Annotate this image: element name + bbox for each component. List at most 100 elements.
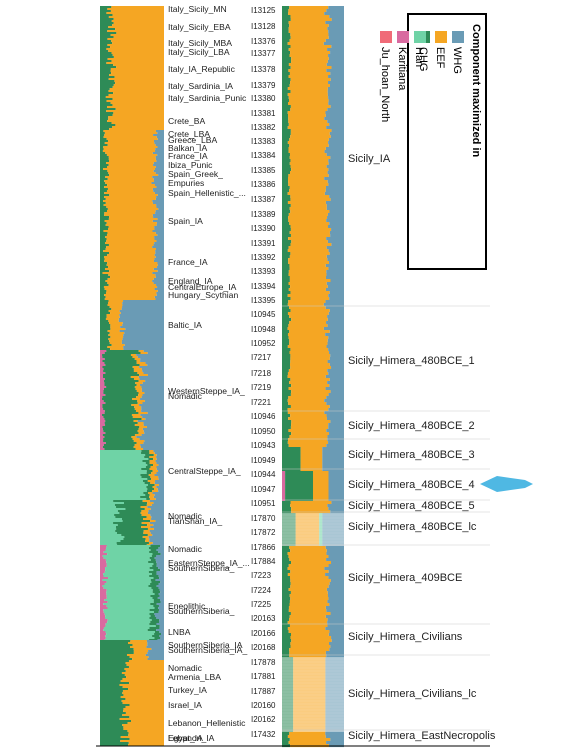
sample-bar-segment — [288, 261, 330, 265]
left-bar-segment — [138, 394, 143, 397]
left-bar-segment — [100, 350, 107, 353]
sample-bar-segment — [322, 516, 344, 520]
sample-bar-segment — [313, 474, 329, 478]
left-bar-segment — [142, 370, 164, 373]
sample-bar-segment — [287, 399, 325, 403]
sample-bar-segment — [293, 699, 326, 703]
left-bar-segment — [156, 486, 164, 489]
sample-bar-segment — [288, 75, 329, 79]
sample-bar-segment — [329, 231, 344, 235]
sample-bar-segment — [329, 222, 344, 226]
sample-bar-segment — [329, 405, 344, 409]
sample-bar-segment — [288, 150, 325, 154]
sample-bar-segment — [325, 606, 344, 610]
left-bar-segment — [100, 631, 106, 634]
sample-bar-segment — [282, 204, 291, 208]
left-bar-segment — [100, 728, 124, 731]
left-population-label: SouthernSiberia_IA_ — [168, 645, 248, 655]
sample-bar-segment — [288, 387, 326, 391]
sample-bar-segment — [282, 324, 289, 328]
sample-bar-segment — [282, 138, 290, 142]
left-bar-segment — [141, 386, 164, 389]
left-bar-segment — [141, 526, 151, 529]
sample-bar-segment — [288, 213, 328, 217]
left-bar-segment — [100, 136, 104, 139]
sample-bar-segment — [282, 84, 290, 88]
sample-bar-segment — [290, 51, 331, 55]
sample-bar-segment — [319, 528, 323, 532]
left-bar-segment — [153, 496, 164, 499]
left-bar-segment — [100, 627, 104, 630]
sample-bar-segment — [295, 537, 320, 541]
left-bar-segment — [150, 466, 157, 469]
sample-bar-segment — [282, 471, 286, 475]
sample-bar-segment — [290, 105, 331, 109]
sample-bar-segment — [282, 657, 294, 661]
left-bar-segment — [134, 358, 141, 361]
left-bar-segment — [152, 220, 164, 223]
left-bar-segment — [136, 360, 141, 363]
left-bar-segment — [152, 202, 164, 205]
left-bar-segment — [153, 569, 161, 572]
sample-bar-segment — [331, 636, 344, 640]
left-bar-segment — [155, 460, 164, 463]
left-bar-segment — [100, 674, 125, 677]
left-bar-segment — [103, 430, 138, 433]
left-bar-segment — [100, 654, 127, 657]
sample-bar-segment — [282, 381, 290, 385]
sample-bar-segment — [287, 345, 327, 349]
left-bar-segment — [150, 583, 159, 586]
sample-bar-segment — [282, 6, 290, 10]
sample-bar-segment — [282, 420, 292, 424]
sample-bar-segment — [282, 648, 290, 652]
sample-bar-segment — [282, 525, 296, 529]
left-bar-segment — [100, 226, 109, 229]
left-bar-segment — [100, 642, 128, 645]
sample-bar-segment — [282, 633, 291, 637]
sample-id-label: I17870 — [251, 514, 276, 523]
sample-bar-segment — [319, 537, 323, 541]
left-bar-segment — [152, 246, 164, 249]
left-bar-segment — [100, 716, 130, 719]
left-bar-segment — [133, 370, 143, 373]
left-bar-segment — [100, 452, 142, 455]
sample-bar-segment — [327, 315, 344, 319]
left-bar-segment — [104, 298, 156, 301]
sample-bar-segment — [328, 585, 344, 589]
group-label: Sicily_IA — [348, 153, 391, 165]
sample-bar-segment — [322, 453, 344, 457]
sample-bar-segment — [290, 501, 332, 505]
sample-bar-segment — [293, 675, 326, 679]
sample-bar-segment — [319, 534, 323, 538]
sample-bar-segment — [327, 213, 344, 217]
sample-bar-segment — [328, 507, 344, 511]
left-bar-segment — [153, 577, 160, 580]
left-bar-segment — [145, 454, 154, 457]
left-bar-segment — [100, 220, 105, 223]
left-bar-segment — [100, 194, 110, 197]
sample-bar-segment — [282, 48, 289, 52]
sample-bar-segment — [282, 309, 291, 313]
sample-bar-segment — [289, 321, 327, 325]
left-bar-segment — [106, 605, 154, 608]
left-bar-segment — [105, 318, 119, 321]
left-bar-segment — [100, 204, 104, 207]
sample-bar-segment — [327, 180, 344, 184]
left-bar-segment — [102, 398, 133, 401]
left-bar-segment — [100, 496, 141, 499]
sample-bar-segment — [282, 489, 286, 493]
sample-bar-segment — [289, 603, 330, 607]
left-bar-segment — [139, 364, 148, 367]
left-bar-segment — [149, 538, 164, 541]
sample-bar-segment — [289, 648, 330, 652]
left-bar-segment — [100, 478, 148, 481]
sample-bar-segment — [282, 630, 289, 634]
left-bar-segment — [116, 542, 149, 545]
sample-bar-segment — [282, 681, 294, 685]
sample-bar-segment — [288, 417, 327, 421]
group-label: Sicily_Himera_480BCE_1 — [348, 355, 475, 367]
left-bar-segment — [122, 690, 164, 693]
left-bar-segment — [100, 302, 108, 305]
sample-bar-segment — [288, 282, 327, 286]
left-bar-segment — [100, 38, 108, 41]
